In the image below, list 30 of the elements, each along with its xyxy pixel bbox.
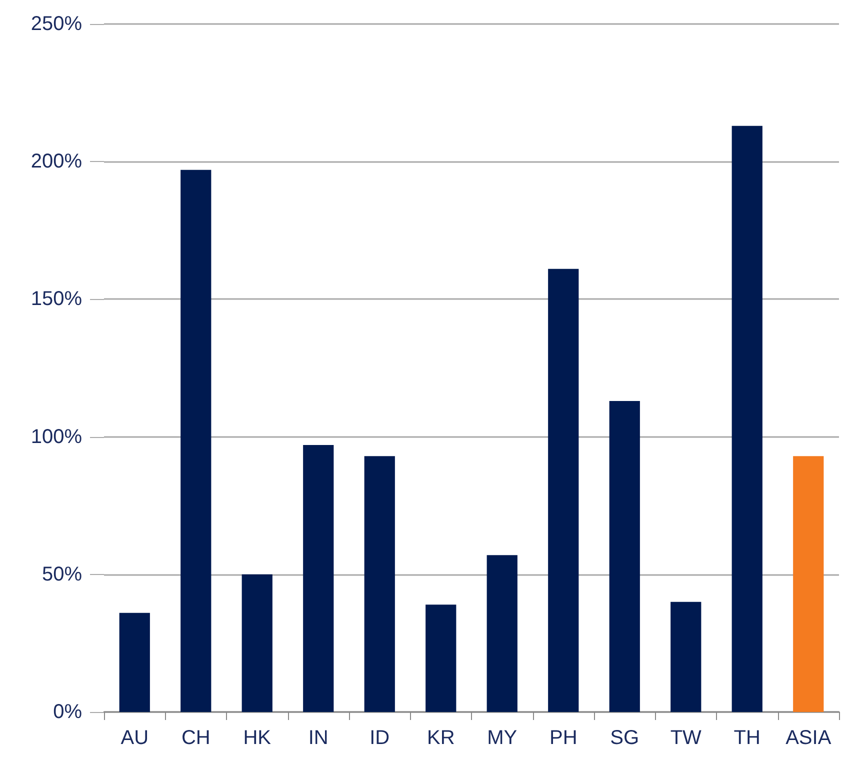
y-tick-label: 100% [30,426,82,448]
x-tick-label: HK [243,727,272,749]
x-tick-label: SG [610,727,640,749]
x-tick-label: IN [308,727,328,749]
x-tick-label: AU [120,727,149,749]
bar [303,445,334,712]
bar [732,126,762,712]
x-tick-label: KR [426,727,455,749]
bar [548,268,579,712]
bar [486,555,518,712]
y-tick-label: 50% [42,563,82,586]
bar [242,574,272,712]
x-tick-label: ASIA [786,727,832,749]
y-tick-label: 250% [30,13,82,35]
bar [426,604,456,712]
y-tick-label: 200% [30,150,82,173]
bar [119,612,150,712]
bar [364,456,395,712]
x-tick-label: MY [487,727,518,749]
x-tick-label: TH [734,727,760,749]
bar [670,602,702,712]
y-tick-label: 150% [30,288,82,310]
x-tick-label: TW [670,727,702,749]
bar [609,401,640,712]
x-tick-label: ID [370,727,390,749]
bar [180,170,212,712]
y-tick-label: 0% [53,701,82,723]
x-tick-label: CH [181,727,210,749]
x-tick-label: PH [549,727,578,749]
bar [793,456,824,712]
